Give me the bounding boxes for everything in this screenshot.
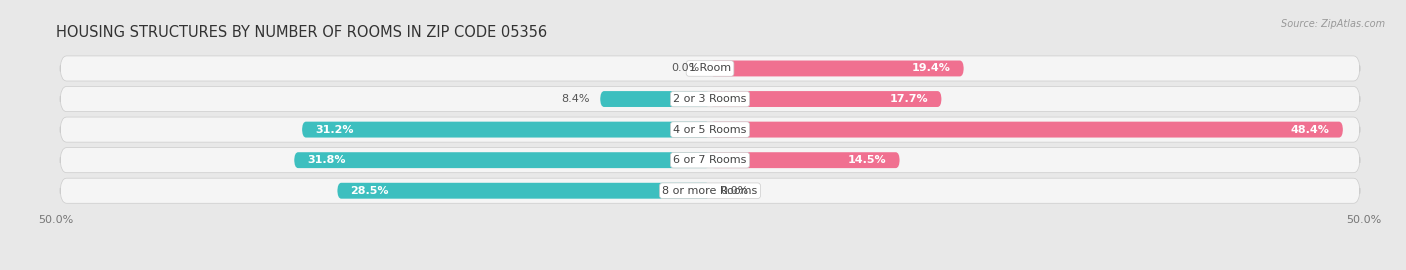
FancyBboxPatch shape: [337, 183, 710, 199]
Text: 2 or 3 Rooms: 2 or 3 Rooms: [673, 94, 747, 104]
Text: 31.8%: 31.8%: [308, 155, 346, 165]
Text: 0.0%: 0.0%: [720, 186, 749, 196]
Text: 8.4%: 8.4%: [561, 94, 589, 104]
Text: HOUSING STRUCTURES BY NUMBER OF ROOMS IN ZIP CODE 05356: HOUSING STRUCTURES BY NUMBER OF ROOMS IN…: [56, 25, 547, 40]
FancyBboxPatch shape: [60, 178, 1360, 203]
Text: 8 or more Rooms: 8 or more Rooms: [662, 186, 758, 196]
FancyBboxPatch shape: [302, 122, 710, 137]
FancyBboxPatch shape: [710, 91, 942, 107]
FancyBboxPatch shape: [60, 148, 1360, 173]
FancyBboxPatch shape: [294, 152, 710, 168]
Text: 19.4%: 19.4%: [911, 63, 950, 73]
FancyBboxPatch shape: [60, 56, 1360, 81]
FancyBboxPatch shape: [710, 60, 963, 76]
Text: 0.0%: 0.0%: [671, 63, 700, 73]
Text: 31.2%: 31.2%: [315, 124, 354, 135]
Text: 1 Room: 1 Room: [689, 63, 731, 73]
Text: 6 or 7 Rooms: 6 or 7 Rooms: [673, 155, 747, 165]
Text: 48.4%: 48.4%: [1291, 124, 1330, 135]
Text: 14.5%: 14.5%: [848, 155, 887, 165]
Text: 4 or 5 Rooms: 4 or 5 Rooms: [673, 124, 747, 135]
Text: 17.7%: 17.7%: [890, 94, 928, 104]
Text: 28.5%: 28.5%: [350, 186, 389, 196]
Text: Source: ZipAtlas.com: Source: ZipAtlas.com: [1281, 19, 1385, 29]
FancyBboxPatch shape: [710, 122, 1343, 137]
FancyBboxPatch shape: [600, 91, 710, 107]
FancyBboxPatch shape: [60, 86, 1360, 112]
FancyBboxPatch shape: [60, 117, 1360, 142]
FancyBboxPatch shape: [710, 152, 900, 168]
